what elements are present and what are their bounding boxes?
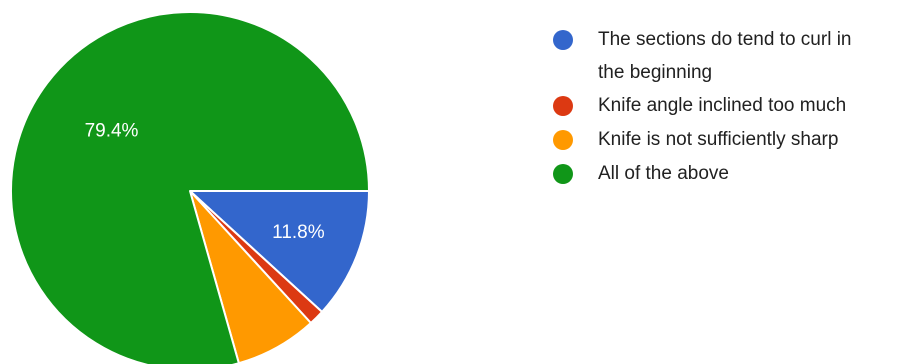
- pie-slice-1[interactable]: [189, 190, 370, 313]
- legend-swatch-1: [553, 30, 573, 50]
- pie-slices: [10, 11, 370, 364]
- slice-value-label-1: 11.8%: [272, 222, 325, 243]
- legend-item-4[interactable]: All of the above: [553, 163, 729, 184]
- legend-item-2[interactable]: Knife angle inclined too much: [553, 95, 846, 116]
- legend-swatch-2: [553, 96, 573, 116]
- legend-item-1[interactable]: The sections do tend to curl in the begin…: [553, 29, 851, 83]
- pie-slice-4[interactable]: [10, 11, 370, 364]
- slice-value-label-4: 79.4%: [85, 121, 139, 142]
- legend-label-1-line-1: The sections do tend to curl in: [598, 29, 851, 50]
- legend-item-3[interactable]: Knife is not sufficiently sharp: [553, 129, 838, 150]
- legend-label-1-line-2: the beginning: [598, 62, 712, 83]
- legend-label-2-line-1: Knife angle inclined too much: [598, 95, 846, 116]
- legend-label-4-line-1: All of the above: [598, 163, 729, 184]
- legend: The sections do tend to curl in the begin…: [553, 29, 851, 184]
- legend-label-3-line-1: Knife is not sufficiently sharp: [598, 129, 838, 150]
- legend-swatch-4: [553, 164, 573, 184]
- legend-swatch-3: [553, 130, 573, 150]
- pie-slice-labels: 11.8% 79.4%: [85, 121, 325, 244]
